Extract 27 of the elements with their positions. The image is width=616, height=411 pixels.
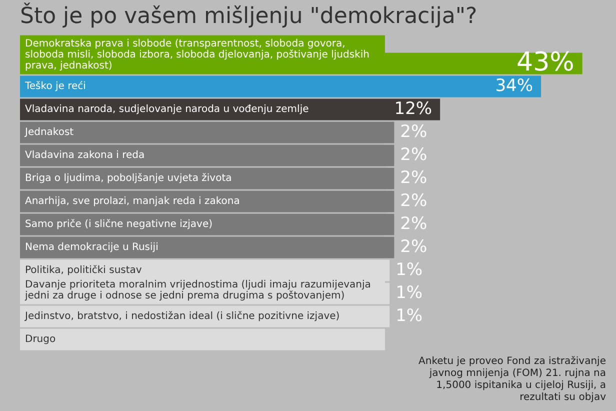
y-tick-label: Politika, politički sustav <box>25 265 142 276</box>
y-tick-label: Anarhija, sve prolazi, manjak reda i zakona <box>25 196 240 208</box>
data-label: 2% <box>400 190 428 211</box>
data-label: 2% <box>400 214 428 234</box>
data-label: 1% <box>396 306 423 326</box>
y-tick-label: Vladavina naroda, sudjelovanje naroda u vođenju zemlje <box>25 104 309 116</box>
chart-title: Što je po vašem mišljenju "demokracija"? <box>20 4 478 29</box>
y-tick-label: Nema demokracije u Rusiji <box>25 242 158 254</box>
data-label: 2% <box>400 168 428 188</box>
y-tick-label: Demokratska prava i slobode (transparentnost, sloboda govora, sloboda misli, sloboda izbora, sloboda djelovanja, poštivanje ljudskih prava, jednakost) <box>25 38 370 72</box>
y-tick-label: Samo priče (i slične negativne izjave) <box>25 219 213 230</box>
data-label: 2% <box>400 122 428 142</box>
data-label: 2% <box>400 236 428 257</box>
y-tick-label: Jednakost <box>24 127 74 138</box>
data-label: 1% <box>396 260 423 280</box>
text: Anketu je proveo Fond za istraživanje javnog mnijenja (FOM) 21. rujna na 1,5000 ispitanika u cijeloj Rusiji, a rezultati su objav <box>418 356 606 404</box>
data-label: 43% <box>516 47 574 78</box>
y-tick-label: Jedinstvo, bratstvo, i nedostižan ideal (i slične pozitivne izjave) <box>24 311 340 322</box>
data-label: 12% <box>394 98 432 119</box>
y-tick-label: Drugo <box>25 334 56 346</box>
y-tick-label: Teško je reći <box>24 81 86 92</box>
y-tick-label: Davanje prioriteta moralnim vrijednostima (ljudi imaju razumijevanja jedni za druge i odnose se jedni prema drugima s poštovanjem) <box>24 279 371 302</box>
data-label: 34% <box>495 76 534 96</box>
data-label: 2% <box>400 144 428 165</box>
y-tick-label: Briga o ljudima, poboljšanje uvjeta života <box>25 173 232 184</box>
data-label: 1% <box>396 282 423 303</box>
y-tick-label: Vladavina zakona i reda <box>25 150 145 162</box>
